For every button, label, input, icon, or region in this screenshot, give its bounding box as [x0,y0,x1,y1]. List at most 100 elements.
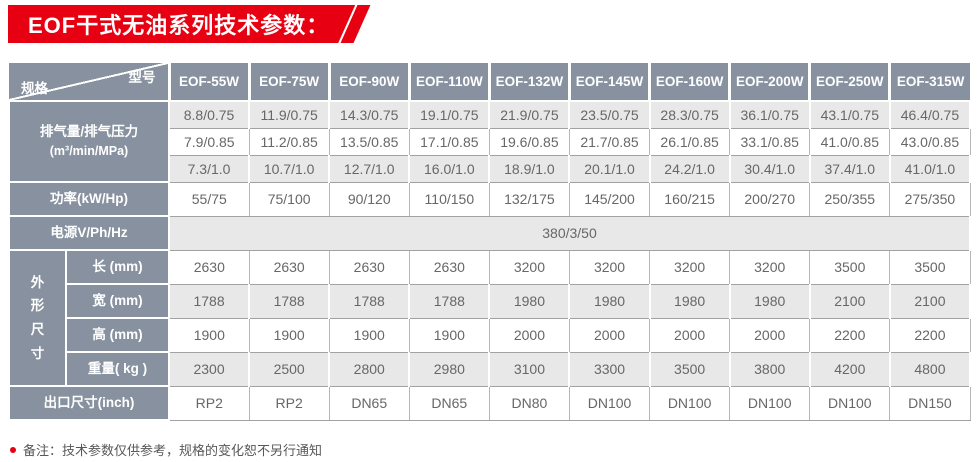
spec-value-cell: 2000 [488,317,570,353]
model-header-row: 型号 规格 EOF-55W EOF-75W EOF-90W EOF-110W EOF-1… [9,63,970,102]
spec-value-cell: DN100 [809,385,891,421]
spec-value-cell: 1980 [648,283,731,319]
spec-value-cell: 37.4/1.0 [808,154,891,183]
spec-value-cell: 1980 [728,283,811,319]
table-row: 宽 (mm) 1788 1788 1788 1788 1980 1980 1980 1980 21… [9,283,972,319]
spec-value-cell: 43.0/0.85 [889,127,971,156]
spec-value-cell: 1788 [167,283,251,319]
spec-value-cell: DN150 [889,385,971,421]
row-label-cell: 重量( kg ) [65,351,170,387]
table-row: 7.3/1.0 10.7/1.0 12.7/1.0 16.0/1.0 18.9/1.0 2… [9,154,972,183]
spec-value-cell: 2630 [248,249,330,285]
spec-value-cell: 41.0/1.0 [888,154,972,183]
spec-value-cell: 2630 [328,249,410,285]
spec-value-cell: 2300 [167,351,251,387]
spec-value-cell: 24.2/1.0 [648,154,731,183]
spec-value-cell: 2500 [248,351,331,387]
spec-value-cell: 200/270 [729,181,811,217]
spec-value-cell: 1900 [328,317,410,353]
corner-model-label: 型号 [128,70,156,85]
spec-value-cell: 2800 [328,351,411,387]
model-header-cell: EOF-75W [247,63,330,102]
spec-value-cell: RP2 [248,385,330,421]
row-label-cell: 高 (mm) [65,317,170,353]
spec-value-cell: 21.7/0.85 [568,127,651,156]
model-header-cell: EOF-110W [407,63,490,102]
spec-value-cell: 3200 [729,249,811,285]
spec-value-cell: 4800 [888,351,972,387]
spec-value-cell: 13.5/0.85 [328,127,410,156]
spec-value-cell: RP2 [168,385,250,421]
spec-value-cell: 3200 [568,249,651,285]
spec-value-cell: 145/200 [568,181,651,217]
spec-table: 型号 规格 EOF-55W EOF-75W EOF-90W EOF-110W EOF-1… [8,63,972,421]
spec-value-cell: 1980 [488,283,571,319]
model-header-cell: EOF-145W [567,63,650,102]
spec-value-cell: 10.7/1.0 [248,154,331,183]
spec-value-cell: 1788 [328,283,411,319]
spec-value-cell: 75/100 [248,181,330,217]
spec-value-cell: 3500 [648,351,731,387]
spec-value-cell: 2100 [888,283,972,319]
group-label-cell: 外形尺寸 [8,249,67,387]
spec-value-cell: 1900 [168,317,250,353]
spec-value-cell: 1788 [408,283,491,319]
model-header-cell: EOF-250W [808,63,890,102]
footnote: 备注：技术参数仅供参考，规格的变化恕不另行通知 [10,440,322,459]
spec-value-cell: DN65 [408,385,490,421]
spec-value-cell: 160/215 [649,181,731,217]
model-header-cell: EOF-55W [167,63,250,102]
spec-value-cell: 2980 [408,351,491,387]
table-row: 排气量/排气压力 (m³/min/MPa) 8.8/0.75 11.9/0.75 14.… [8,100,972,183]
spec-value-cell: DN100 [649,385,731,421]
model-header-cell: EOF-315W [888,63,970,102]
spec-value-cell: 11.9/0.75 [248,100,331,129]
table-row: 高 (mm) 1900 1900 1900 1900 2000 2000 2000 2000 22… [9,317,971,353]
row-label-cell: 长 (mm) [65,249,170,285]
row-label-cell: 出口尺寸(inch) [8,385,170,421]
spec-value-cell: 16.0/1.0 [408,154,491,183]
row-label-cell: 排气量/排气压力 (m³/min/MPa) [8,100,170,183]
spec-value-cell: 2200 [809,317,891,353]
spec-value-cell: DN65 [328,385,410,421]
spec-value-cell: 55/75 [168,181,250,217]
row-label-cell: 功率(kW/Hp) [8,181,170,217]
spec-value-cell: 2000 [729,317,811,353]
spec-value-cell: 14.3/0.75 [328,100,411,129]
spec-value-cell: 21.9/0.75 [488,100,571,129]
spec-value-cell: 2200 [889,317,971,353]
spec-value-cell: 19.6/0.85 [488,127,570,156]
corner-spec-label: 规格 [21,81,48,96]
table-row: 电源V/Ph/Hz 380/3/50 [8,215,971,251]
spec-table-body: 排气量/排气压力 (m³/min/MPa) 8.8/0.75 11.9/0.75 14.… [8,100,972,421]
spec-value-cell: DN100 [568,385,651,421]
spec-value-cell: 41.0/0.85 [809,127,891,156]
row-label-cell: 宽 (mm) [65,283,170,319]
spec-value-cell: 3500 [889,249,971,285]
corner-cell: 型号 规格 [9,63,170,102]
row-label-cell: 电源V/Ph/Hz [8,215,170,251]
table-row: 外形尺寸长 (mm) 2630 2630 2630 2630 3200 3200 3200 32… [8,249,971,387]
spec-value-cell: 2000 [649,317,731,353]
spec-value-cell: 23.5/0.75 [568,100,651,129]
spec-value-cell: 4200 [808,351,891,387]
model-header-cell: EOF-160W [648,63,730,102]
spec-value-cell: 11.2/0.85 [248,127,330,156]
spec-value-cell: 2630 [168,249,250,285]
spec-value-cell: 12.7/1.0 [328,154,411,183]
spec-value-cell: 250/355 [809,181,891,217]
spec-value-cell: 1788 [248,283,331,319]
red-dot-icon [10,446,16,453]
spec-value-cell: 2000 [568,317,651,353]
spec-value-cell: 1900 [248,317,330,353]
spec-value-cell: 20.1/1.0 [568,154,651,183]
page-title: EOF干式无油系列技术参数： [8,5,355,43]
spec-value-cell: 1900 [408,317,490,353]
spec-value-cell: 2630 [408,249,490,285]
footnote-text: 备注：技术参数仅供参考，规格的变化恕不另行通知 [23,443,323,458]
spec-value-cell: 3200 [649,249,731,285]
spec-value-cell: 3500 [809,249,891,285]
spec-value-cell: 17.1/0.85 [408,127,490,156]
spec-value-cell: 19.1/0.75 [408,100,491,129]
